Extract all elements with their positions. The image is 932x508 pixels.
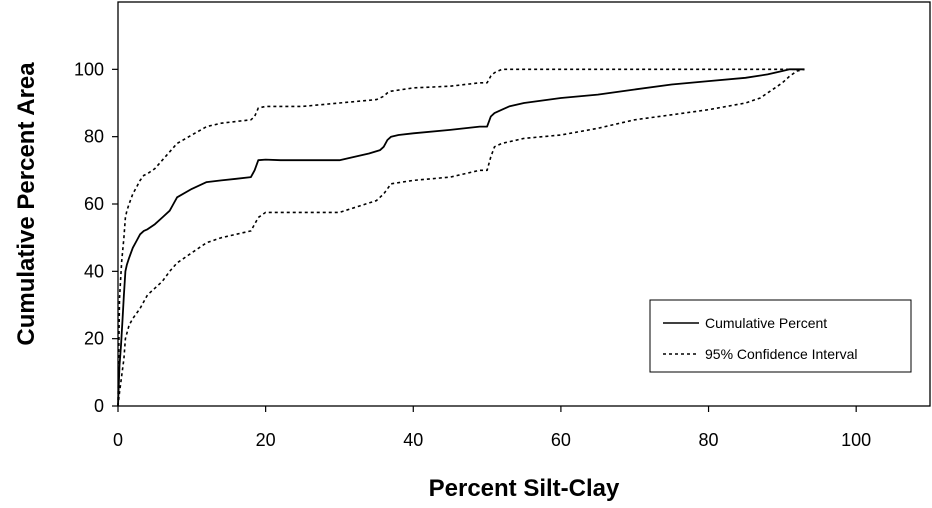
series-layer bbox=[117, 68, 805, 407]
y-tick-label: 100 bbox=[74, 59, 104, 79]
y-axis: 0 20 40 60 80 100 bbox=[74, 59, 118, 416]
confidence-lower-line bbox=[117, 68, 805, 407]
y-tick-label: 20 bbox=[84, 329, 104, 349]
y-tick-label: 60 bbox=[84, 194, 104, 214]
y-axis-title: Cumulative Percent Area bbox=[13, 62, 40, 346]
x-axis: 0 20 40 60 80 100 bbox=[113, 406, 871, 450]
legend-box bbox=[649, 299, 912, 373]
legend-label-confidence: 95% Confidence Interval bbox=[705, 346, 858, 362]
y-tick-label: 0 bbox=[94, 396, 104, 416]
legend: Cumulative Percent 95% Confidence Interv… bbox=[649, 299, 912, 373]
x-tick-label: 40 bbox=[403, 430, 423, 450]
x-tick-label: 60 bbox=[551, 430, 571, 450]
x-tick-label: 80 bbox=[699, 430, 719, 450]
x-tick-label: 20 bbox=[256, 430, 276, 450]
legend-label-cumulative: Cumulative Percent bbox=[705, 315, 827, 331]
x-axis-title: Percent Silt-Clay bbox=[429, 475, 620, 502]
y-tick-label: 40 bbox=[84, 261, 104, 281]
x-tick-label: 0 bbox=[113, 430, 123, 450]
cumulative-percent-line bbox=[117, 68, 805, 407]
y-tick-label: 80 bbox=[84, 127, 104, 147]
x-tick-label: 100 bbox=[841, 430, 871, 450]
